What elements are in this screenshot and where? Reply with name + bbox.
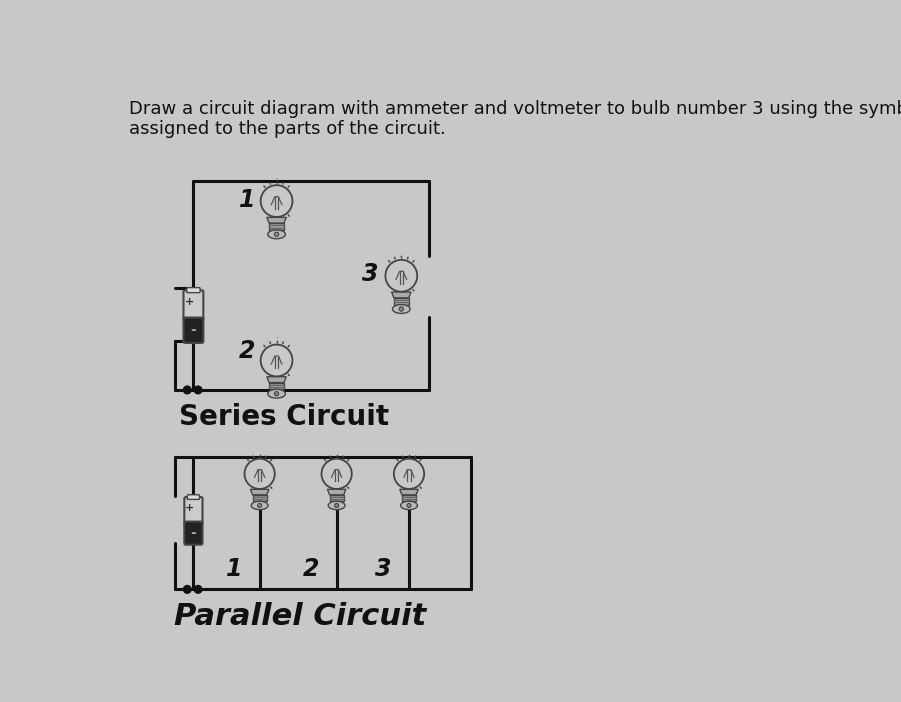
Text: 3: 3 bbox=[362, 263, 378, 286]
Text: 2: 2 bbox=[303, 557, 320, 581]
Circle shape bbox=[258, 503, 261, 508]
FancyBboxPatch shape bbox=[252, 495, 267, 501]
FancyBboxPatch shape bbox=[402, 495, 416, 501]
Ellipse shape bbox=[393, 305, 410, 313]
FancyBboxPatch shape bbox=[394, 298, 409, 305]
Text: Draw a circuit diagram with ammeter and voltmeter to bulb number 3 using the sym: Draw a circuit diagram with ammeter and … bbox=[129, 100, 901, 138]
Circle shape bbox=[275, 232, 278, 237]
FancyBboxPatch shape bbox=[184, 317, 204, 343]
Polygon shape bbox=[392, 292, 411, 298]
Text: 1: 1 bbox=[226, 557, 242, 581]
FancyBboxPatch shape bbox=[184, 291, 204, 321]
Circle shape bbox=[195, 585, 202, 593]
Circle shape bbox=[244, 458, 275, 489]
Circle shape bbox=[407, 503, 411, 508]
FancyBboxPatch shape bbox=[185, 522, 203, 545]
Circle shape bbox=[195, 386, 202, 394]
Ellipse shape bbox=[328, 501, 345, 510]
Circle shape bbox=[394, 458, 424, 489]
FancyBboxPatch shape bbox=[269, 223, 284, 230]
Circle shape bbox=[334, 503, 339, 508]
Polygon shape bbox=[327, 489, 346, 495]
Text: 1: 1 bbox=[239, 187, 256, 212]
Circle shape bbox=[386, 260, 417, 292]
Ellipse shape bbox=[268, 230, 286, 239]
FancyBboxPatch shape bbox=[330, 495, 343, 501]
Circle shape bbox=[275, 392, 278, 396]
Polygon shape bbox=[250, 489, 268, 495]
Circle shape bbox=[322, 458, 351, 489]
FancyBboxPatch shape bbox=[187, 288, 200, 293]
Text: -: - bbox=[190, 323, 196, 337]
Circle shape bbox=[184, 386, 191, 394]
Ellipse shape bbox=[401, 501, 417, 510]
Text: +: + bbox=[185, 503, 195, 512]
Ellipse shape bbox=[251, 501, 268, 510]
Polygon shape bbox=[267, 377, 287, 383]
Text: +: + bbox=[185, 297, 194, 307]
FancyBboxPatch shape bbox=[269, 383, 284, 390]
FancyBboxPatch shape bbox=[187, 495, 199, 499]
Text: Series Circuit: Series Circuit bbox=[179, 403, 389, 431]
Polygon shape bbox=[400, 489, 418, 495]
Text: 3: 3 bbox=[375, 557, 391, 581]
Polygon shape bbox=[267, 218, 287, 223]
Circle shape bbox=[260, 345, 293, 376]
Circle shape bbox=[399, 307, 404, 311]
FancyBboxPatch shape bbox=[185, 497, 203, 524]
Ellipse shape bbox=[268, 390, 286, 398]
Circle shape bbox=[184, 585, 191, 593]
Text: 2: 2 bbox=[239, 340, 256, 364]
Text: Parallel Circuit: Parallel Circuit bbox=[174, 602, 426, 630]
Text: -: - bbox=[190, 526, 196, 540]
Circle shape bbox=[260, 185, 293, 217]
